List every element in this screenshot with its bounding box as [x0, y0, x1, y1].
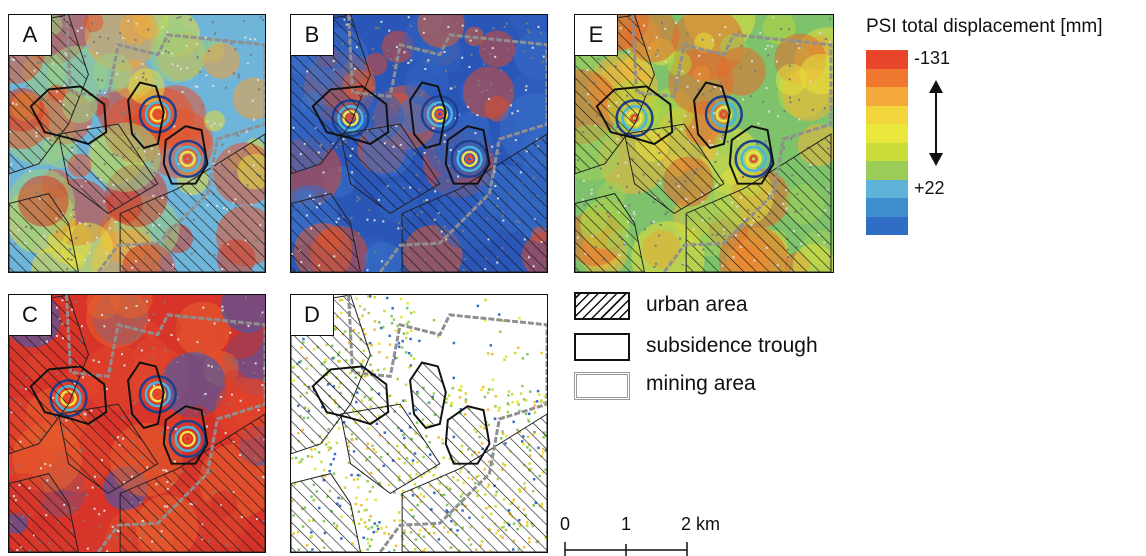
displacement-map-d: [291, 295, 547, 552]
ramp-step-8: [866, 198, 908, 217]
mining-area-label: mining area: [646, 372, 756, 395]
color-ramp: [866, 50, 908, 235]
panel-label-b: B: [291, 15, 334, 56]
ramp-step-1: [866, 68, 908, 87]
ramp-step-0: [866, 50, 908, 69]
map-panel-a: A: [8, 14, 266, 273]
scale-bar: 0 1 2 km: [550, 512, 720, 556]
scale-tick-1: 1: [621, 514, 632, 534]
ramp-step-3: [866, 105, 908, 124]
scale-bar-line: [564, 542, 688, 556]
mining-area-swatch: [574, 372, 630, 400]
panel-label-a: A: [9, 15, 52, 56]
legend-min-label: +22: [914, 178, 945, 198]
scale-tick-2: 2 km: [681, 514, 721, 534]
ramp-step-5: [866, 142, 908, 161]
panel-label-d: D: [291, 295, 334, 336]
panel-label-c: C: [9, 295, 52, 336]
map-panel-c: C: [8, 294, 266, 553]
psi-point-map-e: [575, 15, 833, 272]
panel-label-e: E: [575, 15, 618, 56]
ramp-step-2: [866, 87, 908, 106]
subsidence-trough-swatch: [574, 333, 630, 361]
ramp-step-6: [866, 161, 908, 180]
map-panel-d: D: [290, 294, 548, 553]
ramp-step-9: [866, 216, 908, 235]
subsidence-trough-label: subsidence trough: [646, 334, 818, 357]
urban-area-swatch: [574, 292, 630, 320]
legend-max-label: -131: [914, 48, 951, 68]
scale-tick-0: 0: [560, 514, 571, 534]
ramp-step-7: [866, 179, 908, 198]
displacement-map-b: [291, 15, 547, 272]
legend-title: PSI total displacement [mm]: [866, 16, 1103, 37]
urban-area-label: urban area: [646, 293, 748, 316]
double-arrow-icon: [929, 80, 943, 166]
map-panel-e: E: [574, 14, 834, 273]
ramp-step-4: [866, 124, 908, 143]
map-panel-b: B: [290, 14, 548, 273]
